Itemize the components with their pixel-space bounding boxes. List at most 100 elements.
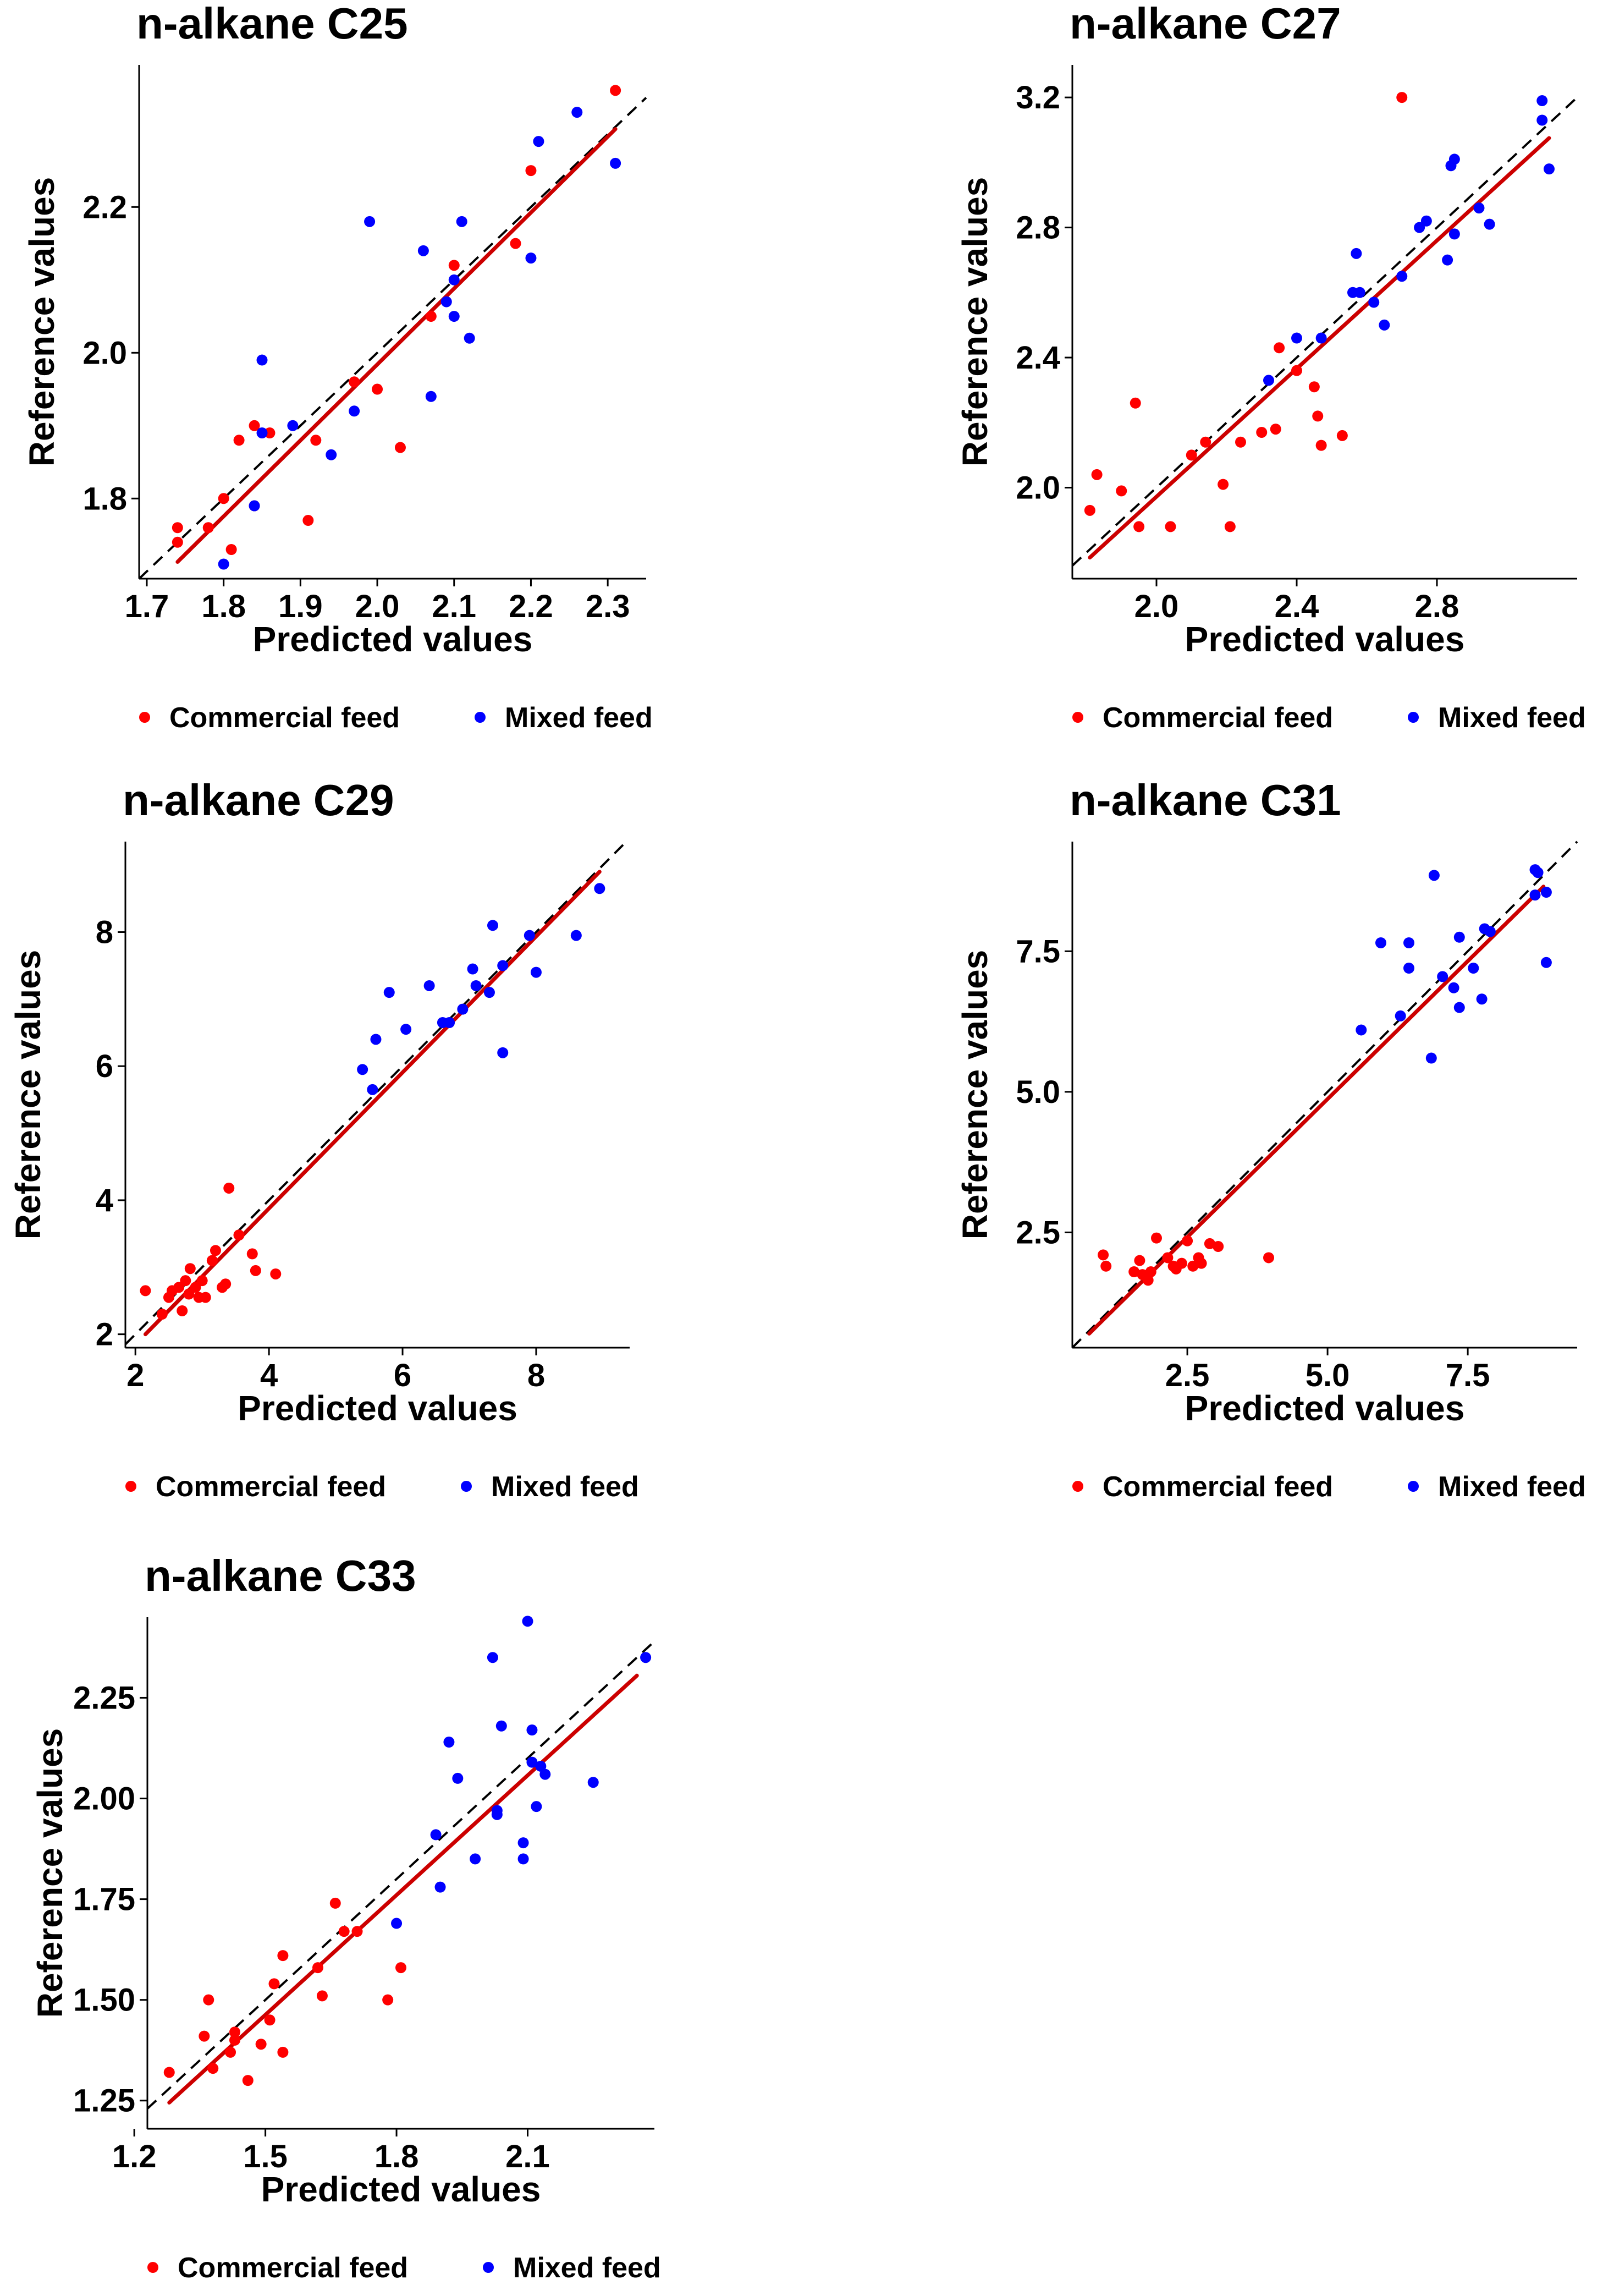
commercial-feed-point [223,1182,235,1194]
x-tick-label: 1.8 [201,589,246,624]
y-tick-label: 2.0 [82,335,127,371]
legend-commercial-marker [139,712,150,723]
commercial-feed-point [199,2030,210,2042]
y-tick-label: 6 [96,1048,113,1084]
mixed-feed-point [1448,153,1460,165]
mixed-feed-point [594,883,605,894]
mixed-feed-point [1540,887,1552,898]
commercial-feed-point [1176,1257,1187,1269]
commercial-feed-point [1204,1238,1215,1249]
mixed-feed-point [1448,228,1460,240]
commercial-feed-point [250,1265,261,1276]
x-tick-label: 2.4 [1275,589,1319,624]
identity-line [1071,841,1578,1349]
mixed-feed-point [1403,963,1414,974]
x-tick-label: 1.9 [278,589,323,624]
commercial-feed-point [1162,1252,1174,1264]
mixed-feed-point [370,1034,382,1045]
legend-commercial-label: Commercial feed [156,1471,386,1503]
mixed-feed-point [1368,296,1380,308]
commercial-feed-point [233,435,245,446]
legend-mixed-marker [483,2262,494,2273]
mixed-feed-point [1356,1024,1367,1036]
mixed-feed-point [470,980,482,991]
mixed-feed-point [1473,202,1485,214]
commercial-feed-point [1165,521,1176,532]
commercial-feed-point [312,1962,323,1974]
commercial-feed-point [184,1263,196,1275]
mixed-feed-point [444,1017,455,1029]
mixed-feed-point [530,966,542,978]
commercial-feed-point [382,1994,394,2006]
commercial-feed-point [249,420,260,431]
commercial-feed-point [1213,1241,1224,1252]
mixed-feed-point [256,427,268,439]
y-tick-label: 1.8 [82,481,127,517]
commercial-feed-point [1270,424,1281,435]
mixed-feed-point [464,332,475,344]
mixed-feed-point [1536,114,1548,126]
legend-mixed-label: Mixed feed [505,702,653,734]
mixed-feed-point [364,216,376,227]
commercial-feed-point [140,1285,151,1297]
mixed-feed-point [349,405,360,417]
mixed-feed-point [525,252,537,264]
commercial-feed-point [264,427,276,439]
regression-line [143,870,602,1337]
legend-commercial-label: Commercial feed [1103,702,1333,734]
mixed-feed-point [487,920,499,931]
mixed-feed-point [1354,287,1365,298]
mixed-feed-point [440,296,452,307]
chart-title: n-alkane C29 [123,776,394,825]
mixed-feed-point [430,1829,442,1841]
mixed-feed-point [491,1809,503,1820]
mixed-feed-point [1351,248,1362,259]
mixed-feed-point [1375,937,1386,948]
x-tick-label: 2.3 [586,589,630,624]
regression-line [175,127,618,564]
mixed-feed-point [1437,971,1448,982]
commercial-feed-point [246,1248,258,1260]
commercial-feed-point [156,1309,168,1320]
y-tick-label: 1.25 [73,2083,135,2119]
mixed-feed-point [1536,95,1548,107]
regression-line [167,1673,639,2105]
legend: Commercial feed Mixed feed [1072,1471,1586,1503]
mixed-feed-point [1453,931,1465,943]
mixed-feed-point [1484,926,1496,937]
commercial-feed-point [425,311,437,322]
mixed-feed-point [1425,1052,1437,1064]
mixed-feed-point [517,1837,529,1849]
legend: Commercial feed Mixed feed [125,1471,639,1503]
commercial-feed-point [525,165,537,177]
commercial-feed-point [338,1926,350,1937]
mixed-feed-point [531,1801,542,1812]
mixed-feed-point [495,1720,507,1732]
commercial-feed-point [190,1282,201,1293]
mixed-feed-point [1448,982,1459,993]
x-tick-label: 2.5 [1165,1358,1210,1393]
y-tick-label: 2.2 [82,189,127,225]
commercial-feed-point [203,1994,214,2006]
mixed-feed-point [423,980,435,991]
legend-mixed-marker [475,712,486,723]
commercial-feed-point [1116,485,1127,497]
commercial-feed-point [1263,1252,1274,1264]
chart-title: n-alkane C27 [1070,0,1341,48]
mixed-feed-point [539,1768,551,1780]
chart-title: n-alkane C31 [1070,776,1341,825]
commercial-feed-point [277,1950,289,1962]
mixed-feed-point [326,449,337,460]
legend-mixed-marker [1408,1481,1419,1492]
mixed-feed-point [470,1853,481,1865]
mixed-feed-point [1442,254,1453,266]
commercial-feed-point [183,1288,195,1300]
mixed-feed-point [457,1003,469,1015]
x-tick-label: 2.0 [355,589,400,624]
mixed-feed-point [287,420,299,431]
y-tick-label: 1.50 [73,1982,135,2018]
commercial-feed-point [229,2034,240,2046]
commercial-feed-point [1134,1255,1145,1266]
mixed-feed-point [1315,332,1327,344]
